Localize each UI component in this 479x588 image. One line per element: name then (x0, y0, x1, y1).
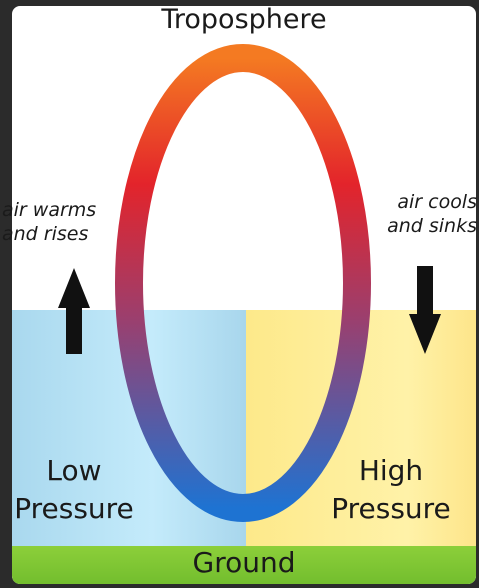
air-cools-line1: air cools (397, 191, 477, 213)
arrow-up-icon (58, 268, 90, 354)
ground-label: Ground (192, 546, 296, 579)
arrow-down-icon (409, 266, 441, 354)
low-pressure-label: Low Pressure (4, 452, 144, 528)
air-warms-note: air warms and rises (2, 198, 96, 246)
low-pressure-line2: Pressure (14, 492, 134, 525)
air-warms-line2: and rises (2, 223, 89, 245)
air-warms-line1: air warms (2, 199, 97, 221)
low-pressure-line1: Low (46, 454, 102, 487)
high-pressure-line1: High (358, 454, 424, 487)
diagram-panel (12, 6, 476, 584)
air-cools-line2: and sinks (387, 215, 477, 237)
high-pressure-line2: Pressure (331, 492, 451, 525)
air-cools-note: air cools and sinks (387, 190, 477, 238)
circulation-loop (115, 44, 371, 522)
ground-band (12, 546, 476, 584)
diagram-title: Troposphere (161, 4, 327, 35)
high-pressure-label: High Pressure (320, 452, 462, 528)
